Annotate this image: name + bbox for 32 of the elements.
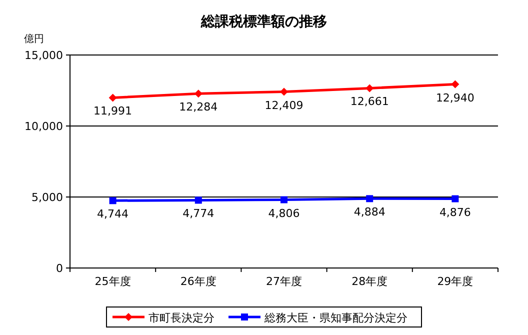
- point: [366, 84, 374, 92]
- data-label: 12,284: [179, 100, 218, 114]
- point: [366, 195, 374, 202]
- y-tick-label: 0: [56, 262, 63, 275]
- data-label: 11,991: [94, 104, 132, 118]
- y-tick-label: 5,000: [32, 191, 63, 204]
- x-tick-label: 28年度: [352, 275, 388, 288]
- point: [109, 197, 116, 204]
- y-tick-label: 15,000: [24, 49, 63, 62]
- x-tick-label: 29年度: [437, 275, 474, 288]
- data-label: 4,774: [182, 207, 214, 220]
- data-label: 4,744: [97, 208, 129, 221]
- point: [452, 195, 459, 202]
- data-label: 4,884: [354, 206, 386, 219]
- data-label: 12,661: [350, 95, 389, 108]
- y-axis-title: 億円: [24, 33, 44, 45]
- x-tick-label: 26年度: [180, 275, 216, 288]
- data-label: 12,409: [264, 98, 304, 112]
- data-label: 12,940: [436, 91, 474, 104]
- point: [451, 80, 460, 88]
- data-label: 4,806: [268, 206, 300, 220]
- data-label: 4,876: [439, 206, 471, 219]
- y-tick-label: 10,000: [24, 120, 63, 133]
- point: [280, 196, 288, 204]
- legend-label: 総務大臣・県知事配分決定分: [264, 312, 408, 324]
- point: [108, 94, 117, 102]
- legend-label: 市町長決定分: [148, 312, 214, 324]
- point: [194, 196, 202, 204]
- x-tick-label: 25年度: [94, 275, 131, 288]
- chart-title: 総課税標準額の推移: [200, 13, 327, 30]
- point: [280, 88, 288, 96]
- x-tick-label: 27年度: [266, 275, 302, 288]
